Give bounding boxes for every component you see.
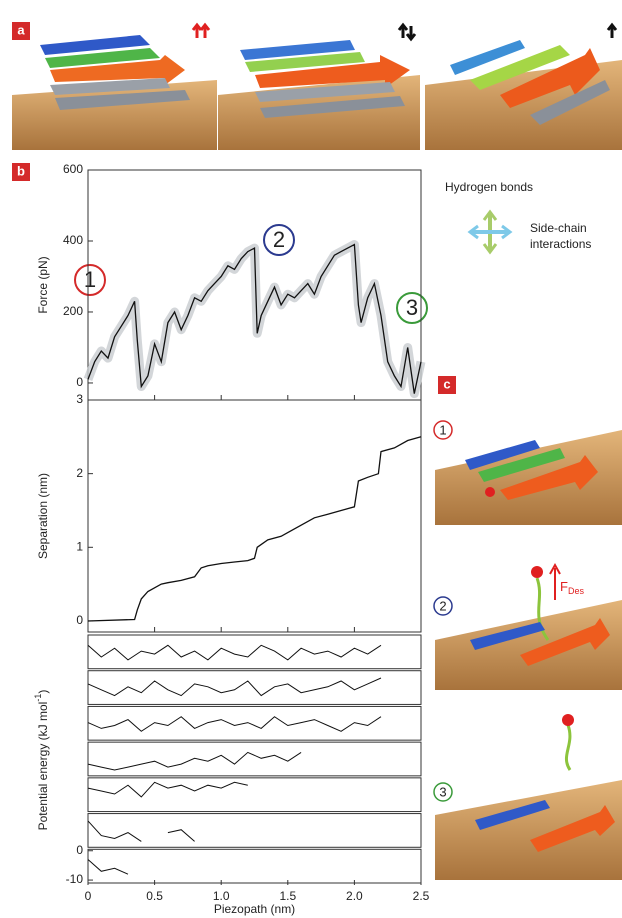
y-tick-label: 0 bbox=[76, 843, 83, 857]
y-axis-label: Force (pN) bbox=[36, 256, 50, 313]
legend-text: interactions bbox=[530, 237, 591, 251]
strip-frame bbox=[87, 848, 422, 884]
y-axis-label: Potential energy (kJ mol-1) bbox=[33, 690, 50, 831]
legend-text: Hydrogen bonds bbox=[445, 180, 533, 194]
y-tick-label: 400 bbox=[63, 233, 83, 247]
y-tick-label: -10 bbox=[66, 872, 84, 886]
strip-frame bbox=[87, 741, 422, 777]
legend-text: Side-chain bbox=[530, 221, 587, 235]
y-axis-label-part: Potential energy (kJ mol bbox=[36, 702, 50, 831]
y-tick-label: 2 bbox=[76, 466, 83, 480]
x-axis-label: Piezopath (nm) bbox=[214, 902, 295, 916]
state-marker bbox=[433, 420, 453, 440]
y-tick-label: 3 bbox=[76, 392, 83, 406]
y-tick-label: 200 bbox=[63, 304, 83, 318]
panel-label: a bbox=[17, 22, 25, 37]
strip-frame bbox=[87, 670, 422, 705]
strip-frame bbox=[87, 777, 422, 813]
y-axis-label-part: -1 bbox=[33, 694, 43, 702]
y-axis-label: Separation (nm) bbox=[36, 473, 50, 559]
panel-label-box bbox=[438, 376, 456, 394]
state-marker bbox=[396, 292, 428, 324]
legend-icon bbox=[467, 209, 513, 255]
y-tick-label: 0 bbox=[76, 375, 83, 389]
panel-label-box bbox=[12, 22, 30, 40]
line bbox=[87, 820, 195, 842]
panel-label: c bbox=[443, 376, 450, 391]
state-marker bbox=[263, 224, 295, 256]
line bbox=[87, 644, 382, 661]
x-tick-label: 0.5 bbox=[146, 889, 163, 903]
x-tick-label: 1.0 bbox=[213, 889, 230, 903]
panel-c: c FDes bbox=[435, 376, 622, 880]
state-marker-text: 2 bbox=[273, 227, 285, 252]
state-marker-text: 2 bbox=[439, 598, 446, 613]
line bbox=[87, 751, 302, 771]
state-marker-text: 1 bbox=[84, 267, 96, 292]
force-subscript: Des bbox=[568, 586, 585, 596]
plot-frame bbox=[87, 399, 422, 633]
state-marker-text: 1 bbox=[439, 422, 446, 437]
x-tick-label: 0 bbox=[85, 889, 92, 903]
state-marker-text: 3 bbox=[406, 295, 418, 320]
line bbox=[87, 436, 422, 622]
panel-label: b bbox=[17, 163, 25, 178]
strip-frame bbox=[87, 634, 422, 670]
strand-art bbox=[40, 35, 610, 125]
panel-a: a bbox=[12, 20, 622, 150]
y-tick-label: 0 bbox=[76, 613, 83, 627]
line bbox=[87, 859, 129, 875]
y-tick-label: 600 bbox=[63, 162, 83, 176]
x-tick-label: 1.5 bbox=[279, 889, 296, 903]
state-marker bbox=[433, 596, 453, 616]
y-tick-label: 1 bbox=[76, 539, 83, 553]
state-marker bbox=[74, 264, 106, 296]
y-axis-label-part: ) bbox=[36, 690, 50, 694]
panel-label-box bbox=[12, 163, 30, 181]
x-tick-label: 2.5 bbox=[413, 889, 430, 903]
state-marker-text: 3 bbox=[439, 784, 446, 799]
x-tick-label: 2.0 bbox=[346, 889, 363, 903]
line bbox=[87, 677, 382, 697]
line bbox=[87, 781, 248, 798]
strip-frame bbox=[87, 705, 422, 741]
line bbox=[87, 716, 382, 732]
state-marker bbox=[433, 782, 453, 802]
orientation-icon bbox=[191, 22, 618, 42]
strip-frame bbox=[87, 813, 422, 848]
force-label: FDes bbox=[560, 579, 584, 596]
force-symbol: F bbox=[560, 579, 568, 594]
line bbox=[87, 243, 422, 394]
